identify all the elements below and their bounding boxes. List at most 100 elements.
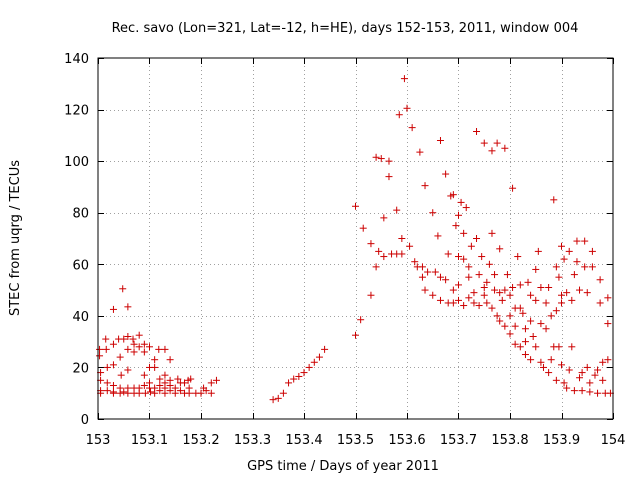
data-point [578,387,586,395]
data-point [563,289,571,297]
data-point [305,363,313,371]
data-point [109,389,117,397]
y-axis-label: STEC from uqrg / TECUs [8,160,23,316]
data-point [174,375,182,383]
data-point [537,320,545,328]
data-point [576,374,584,382]
data-point [465,273,473,281]
data-point [586,388,594,396]
data-point [558,361,565,369]
data-point [380,253,388,261]
data-point [352,331,359,339]
data-point [511,322,519,330]
data-points [96,75,614,404]
data-point [352,202,359,210]
data-point [485,260,493,268]
x-tick-label: 153.2 [182,433,219,448]
data-point [483,299,491,307]
data-point [436,137,444,145]
data-point [103,363,111,371]
data-point [207,379,215,387]
data-point [547,356,555,364]
data-point [274,394,282,402]
grid-lines [98,58,613,419]
data-point [516,304,524,312]
data-point [480,139,488,147]
data-point [452,222,460,230]
data-point [151,363,159,371]
data-point [124,389,132,397]
data-point [124,303,132,311]
data-point [424,268,432,276]
x-tick-label: 154 [601,433,626,448]
data-point [581,237,589,245]
data-point [120,388,128,396]
data-point [310,358,318,366]
data-point [501,144,509,152]
data-point [166,387,174,395]
data-point [576,286,584,294]
data-point [586,379,594,387]
data-point [527,317,535,325]
data-point [573,258,581,266]
data-point [488,229,496,237]
data-point [498,296,506,304]
data-point [135,331,143,339]
data-point [141,389,149,397]
x-tick-label: 153.7 [440,433,477,448]
data-point [124,345,132,353]
data-point [537,283,545,291]
data-point [527,291,535,299]
data-point [431,268,439,276]
data-point [588,247,596,255]
data-point [109,361,117,369]
data-point [591,371,599,379]
data-point [455,211,462,219]
data-point [480,283,488,291]
data-point [521,325,529,333]
data-point [187,375,195,383]
x-tick-label: 153.1 [131,433,168,448]
data-point [367,240,375,248]
data-point [290,375,298,383]
data-point [359,224,367,232]
data-point [506,312,514,320]
data-point [444,250,452,258]
data-point [176,387,184,395]
data-point [509,283,517,291]
data-point [558,299,565,307]
data-point [462,204,470,212]
data-point [550,196,558,204]
data-point [475,302,483,310]
data-point [140,348,148,356]
data-point [594,389,602,397]
data-point [147,388,155,396]
x-tick-label: 153 [86,433,111,448]
data-point [534,247,542,255]
data-point [411,258,419,266]
data-point [166,356,174,364]
data-point [408,124,416,132]
data-point [109,340,117,348]
data-point [279,389,287,397]
data-point [496,317,504,325]
data-point [151,356,159,364]
data-point [560,255,568,263]
data-point [524,278,532,286]
data-point [103,387,111,395]
data-point [465,263,473,271]
data-point [119,285,127,293]
data-point [596,299,604,307]
data-point [429,209,437,217]
data-point [102,335,110,343]
data-point [568,343,576,351]
data-point [545,369,553,377]
data-point [552,376,560,384]
data-point [436,273,444,281]
data-point [156,375,164,383]
data-point [547,312,555,320]
data-point [197,389,205,397]
data-point [532,343,540,351]
